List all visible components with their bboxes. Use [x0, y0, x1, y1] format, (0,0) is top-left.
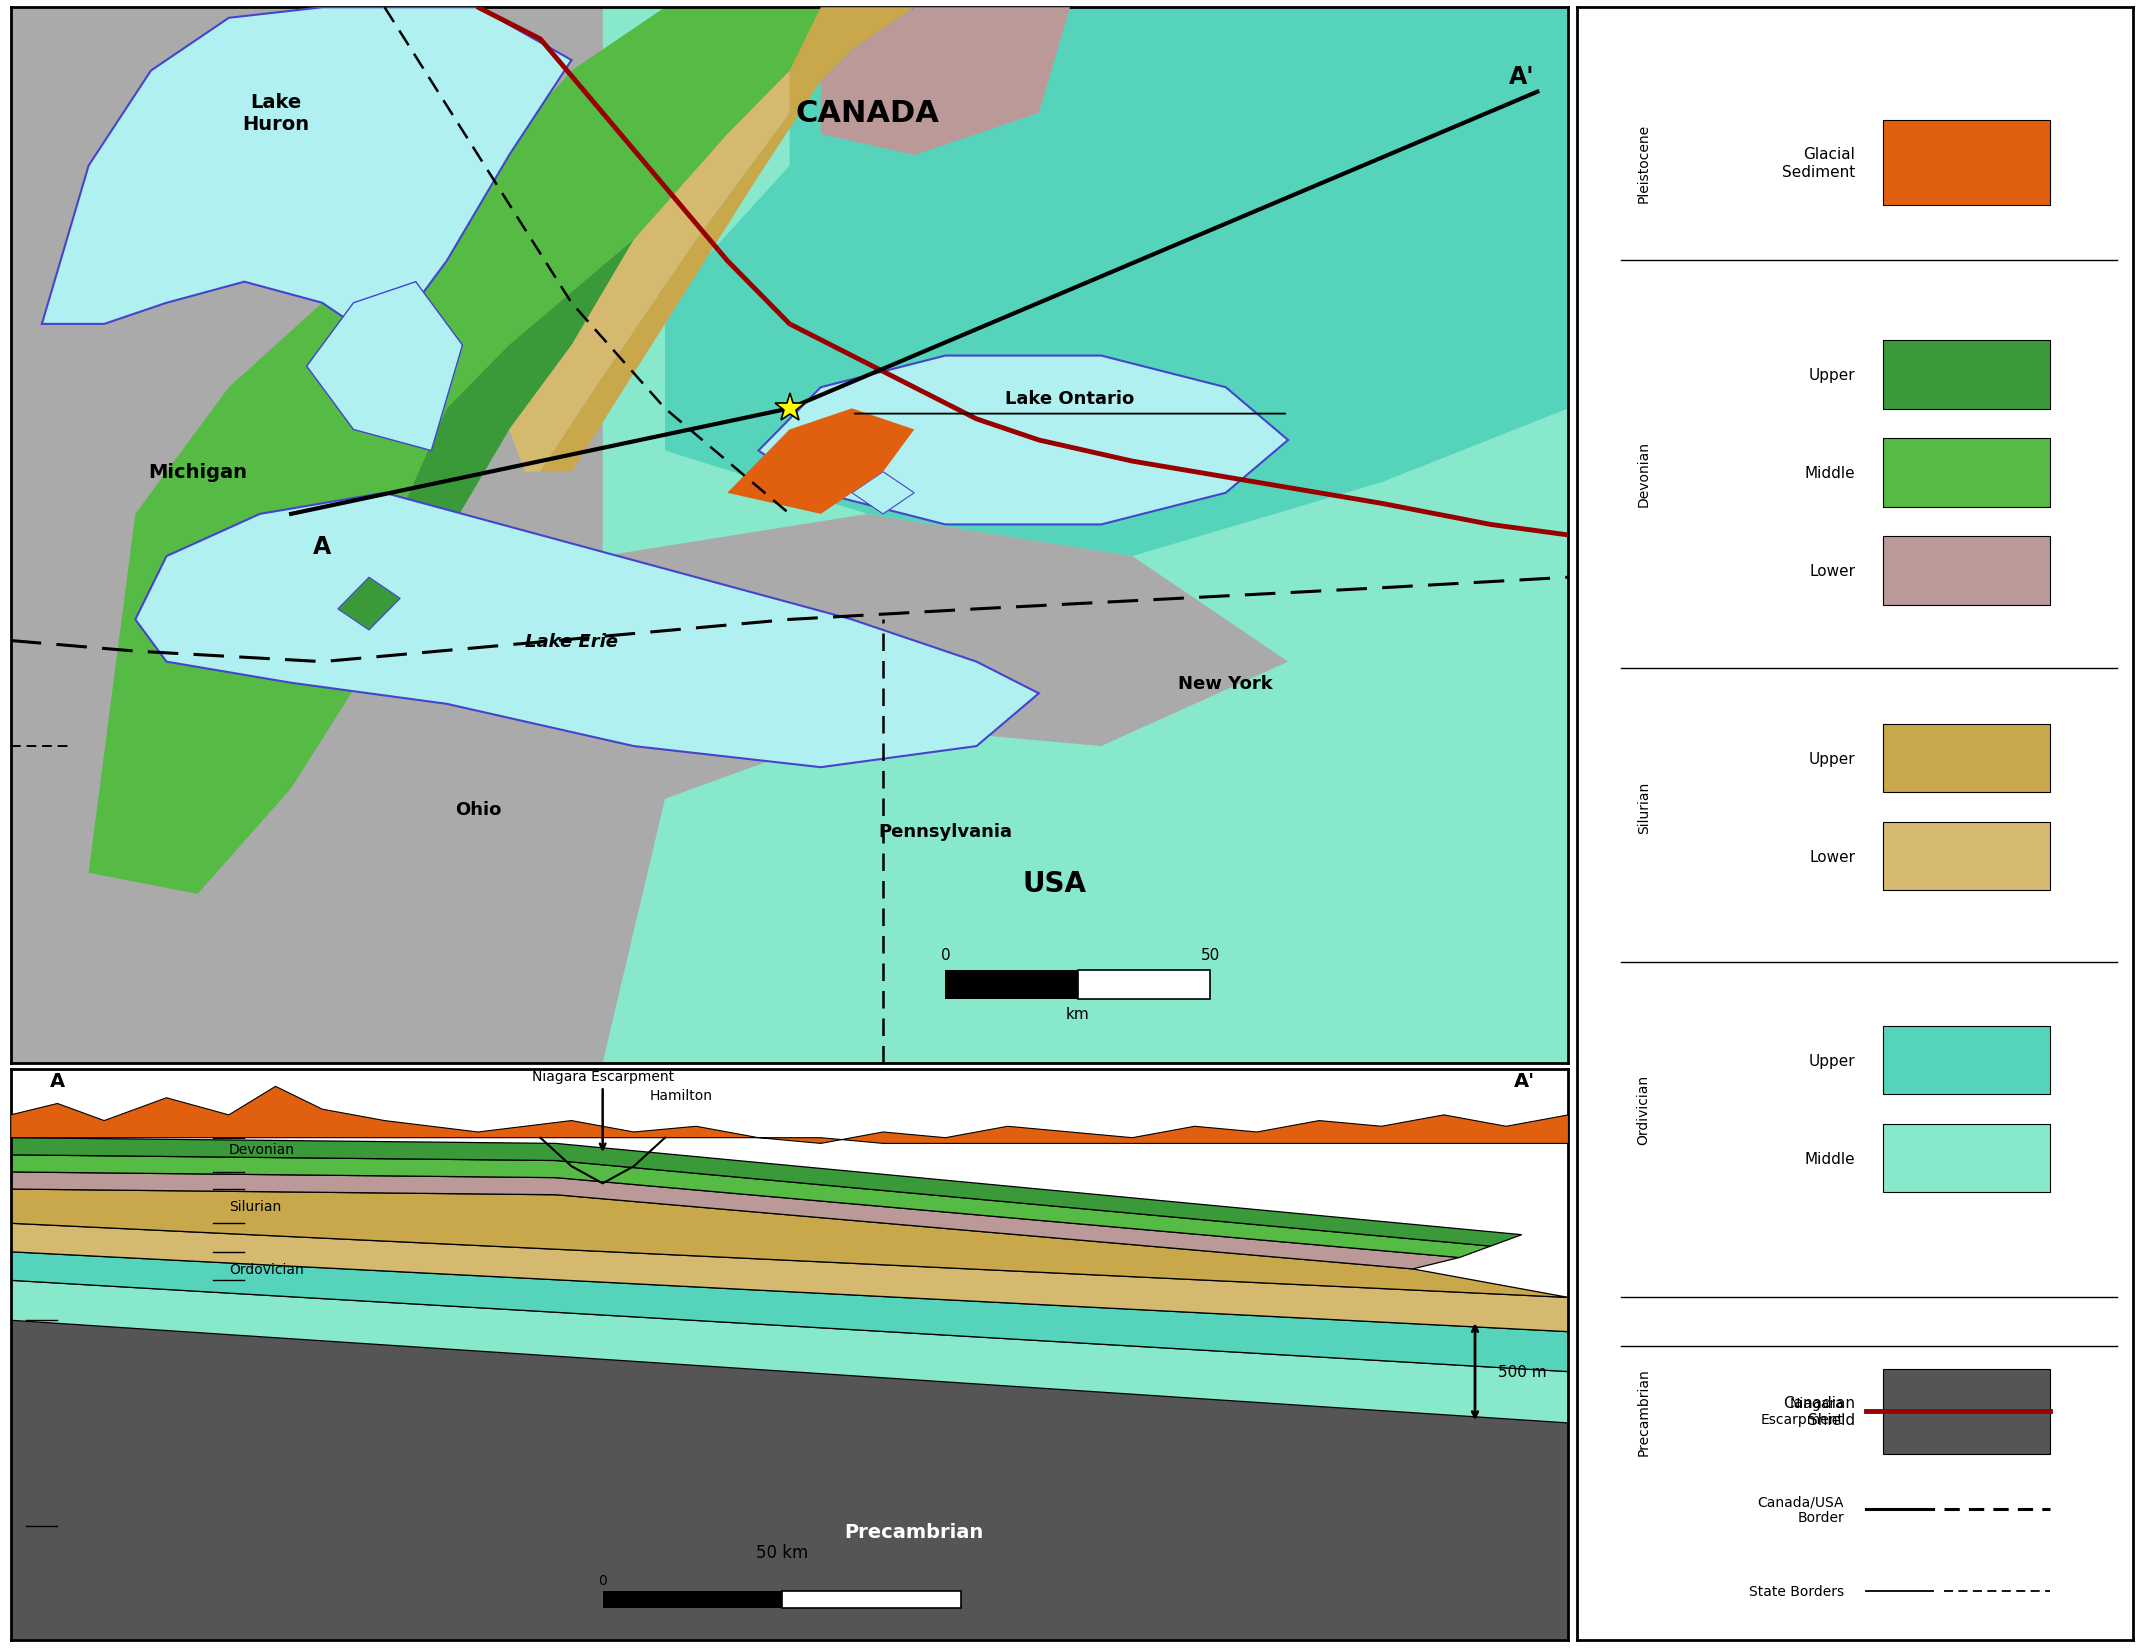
Polygon shape [510, 71, 821, 473]
Text: Lake
Huron: Lake Huron [242, 94, 309, 133]
Text: 0: 0 [598, 1574, 607, 1587]
Polygon shape [88, 8, 913, 895]
Polygon shape [339, 578, 401, 631]
Bar [1882, 725, 2050, 793]
Text: Niagara Escarpment: Niagara Escarpment [532, 1070, 673, 1084]
Text: Upper: Upper [1810, 368, 1855, 382]
Polygon shape [851, 473, 913, 514]
Text: Silurian: Silurian [1636, 781, 1651, 834]
Polygon shape [665, 8, 1569, 557]
Text: Middle: Middle [1805, 466, 1855, 481]
Polygon shape [821, 8, 1070, 157]
Bar [1882, 1027, 2050, 1094]
Text: A': A' [1509, 64, 1535, 89]
Text: Devonian: Devonian [1636, 440, 1651, 506]
Text: Hamilton: Hamilton [650, 1088, 712, 1103]
Text: A': A' [1514, 1071, 1535, 1091]
Text: Pennsylvania: Pennsylvania [879, 822, 1012, 840]
Text: Ohio: Ohio [455, 801, 502, 819]
Text: A: A [313, 534, 332, 559]
Polygon shape [540, 8, 913, 473]
Polygon shape [43, 8, 572, 346]
Text: Pleistocene: Pleistocene [1636, 124, 1651, 203]
Text: Ordivician: Ordivician [1636, 1074, 1651, 1145]
Text: Upper: Upper [1810, 1053, 1855, 1068]
Polygon shape [11, 1139, 1522, 1246]
Text: Middle: Middle [1805, 1150, 1855, 1165]
Text: Glacial
Sediment: Glacial Sediment [1782, 147, 1855, 180]
Polygon shape [11, 1280, 1569, 1424]
Bar [1882, 120, 2050, 206]
Bar [1882, 1124, 2050, 1193]
Text: New York: New York [1179, 674, 1274, 692]
Text: Canadian
Shield: Canadian Shield [1784, 1396, 1855, 1427]
Polygon shape [727, 409, 913, 514]
Polygon shape [11, 1172, 1460, 1269]
Polygon shape [135, 493, 1040, 768]
Bar [1078, 971, 1209, 1000]
Polygon shape [11, 1086, 1569, 1144]
Polygon shape [602, 8, 1569, 1063]
Polygon shape [354, 71, 821, 641]
Text: Lower: Lower [1810, 564, 1855, 578]
Text: Devonian: Devonian [229, 1142, 296, 1157]
Polygon shape [11, 1320, 1569, 1640]
Polygon shape [307, 282, 463, 452]
Text: USA: USA [1023, 870, 1087, 898]
Text: Precambrian: Precambrian [1636, 1368, 1651, 1455]
Bar [1882, 822, 2050, 892]
Text: 500 m: 500 m [1499, 1365, 1548, 1379]
Text: CANADA: CANADA [795, 99, 939, 129]
Bar [946, 971, 1078, 1000]
Text: Upper: Upper [1810, 751, 1855, 766]
Text: Precambrian: Precambrian [845, 1523, 984, 1541]
Text: State Borders: State Borders [1750, 1584, 1844, 1599]
Text: Michigan: Michigan [148, 463, 247, 481]
Polygon shape [11, 1223, 1569, 1332]
Text: 50 km: 50 km [755, 1543, 808, 1561]
Bar [783, 1592, 961, 1608]
Text: Lake Erie: Lake Erie [525, 633, 617, 651]
Text: Niagara
Escarpment: Niagara Escarpment [1760, 1396, 1844, 1427]
Text: km: km [1066, 1007, 1089, 1022]
Bar [602, 1592, 783, 1608]
Text: 0: 0 [941, 948, 950, 962]
Polygon shape [759, 356, 1289, 526]
Polygon shape [11, 1252, 1569, 1371]
Text: Ordovician: Ordovician [229, 1262, 304, 1276]
Text: Silurian: Silurian [229, 1200, 281, 1213]
Bar [1882, 1369, 2050, 1454]
Bar [1882, 341, 2050, 410]
Text: Lower: Lower [1810, 849, 1855, 864]
Bar [1882, 438, 2050, 508]
Polygon shape [11, 1155, 1490, 1257]
Polygon shape [11, 1190, 1569, 1297]
Text: Canada/USA
Border: Canada/USA Border [1758, 1495, 1844, 1524]
Bar [1882, 537, 2050, 605]
Text: A: A [49, 1071, 64, 1091]
Text: 50: 50 [1201, 948, 1220, 962]
Text: Lake Ontario: Lake Ontario [1006, 389, 1134, 407]
